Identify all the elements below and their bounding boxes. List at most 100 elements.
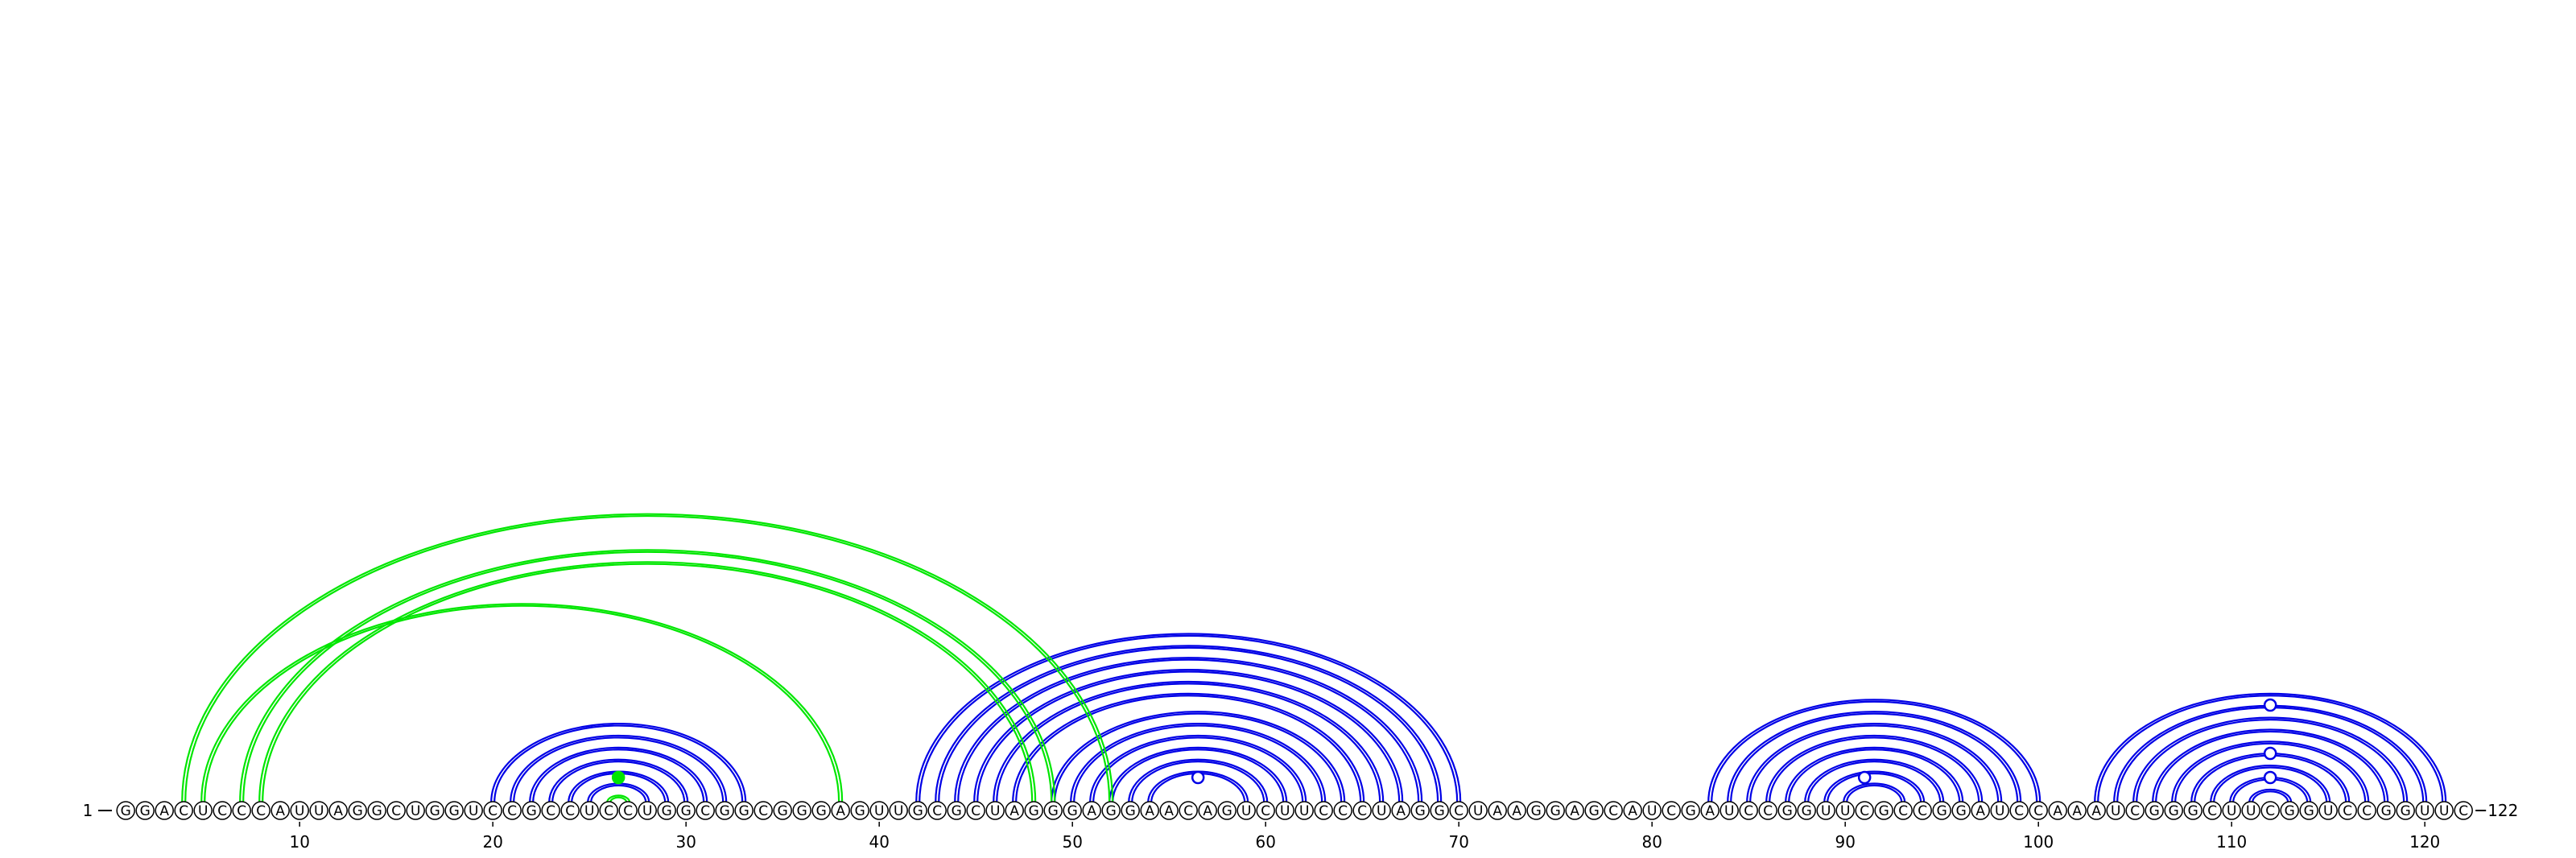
nucleotide-circle [811, 801, 831, 820]
nucleotide-circle [734, 801, 753, 820]
nucleotide-label: U [1647, 803, 1657, 819]
nucleotide-label: C [1763, 803, 1773, 819]
nucleotide-label: U [1995, 803, 2004, 819]
nucleotide: G [676, 801, 696, 820]
axis-tick-label: 50 [1062, 832, 1082, 852]
nucleotide-circle [1236, 801, 1256, 820]
nucleotide-label: C [1608, 803, 1618, 819]
helix-42-70-arc [973, 669, 1404, 803]
nucleotide-label: G [1029, 803, 1039, 819]
nucleotide: U [1816, 801, 1835, 820]
nucleotide: C [483, 801, 502, 820]
nucleotide-circle [386, 801, 406, 820]
pseudoknot-green-arc [239, 549, 1056, 803]
nucleotide-label: U [874, 803, 884, 819]
nucleotide: U [638, 801, 657, 820]
nucleotide: U [580, 801, 599, 820]
nucleotide-circle [425, 801, 444, 820]
helix-20-33-arc [548, 758, 689, 803]
axis-tick-label: 120 [2409, 832, 2440, 852]
helix-83-100-arc [1730, 712, 2019, 803]
nucleotide-label: G [681, 803, 691, 819]
nucleotide-circle [1507, 801, 1526, 820]
nucleotide-circle [1526, 801, 1546, 820]
nucleotide-label: G [1222, 803, 1232, 819]
nucleotide-circle [483, 801, 502, 820]
nucleotide-circle [1352, 801, 1372, 820]
nucleotide: A [1159, 801, 1179, 820]
nucleotide-label: G [1048, 803, 1059, 819]
nucleotide: U [309, 801, 328, 820]
nucleotide: A [1971, 801, 1990, 820]
nucleotide-circle [1565, 801, 1584, 820]
nucleotide-label: U [1724, 803, 1734, 819]
nucleotide-circle [2454, 801, 2473, 820]
nucleotide: G [425, 801, 444, 820]
helix-83-100-arc [1749, 724, 2000, 803]
position-axis: 10 20 30 40 50 60 70 80 90 100 110 120 [289, 822, 2440, 852]
nucleotide-label: G [121, 803, 131, 819]
helix-42-70-arc [935, 645, 1443, 803]
pseudoknot-green-arc [200, 603, 844, 803]
nucleotide: G [2299, 801, 2318, 820]
junction-marker [2263, 746, 2277, 761]
junction-marker [2263, 770, 2277, 785]
nucleotide-circle [1990, 801, 2009, 820]
helix-83-100-arc [1727, 711, 2022, 803]
arc-layer [181, 513, 2447, 803]
nucleotide-circle [1719, 801, 1739, 820]
nucleotide: G [2145, 801, 2164, 820]
nucleotide-label: U [469, 803, 478, 819]
nucleotide-label: G [1067, 803, 1078, 819]
nucleotide-label: A [836, 803, 845, 819]
nucleotide-label: A [1396, 803, 1406, 819]
nucleotide-label: A [159, 803, 169, 819]
nucleotide: G [2376, 801, 2396, 820]
nucleotide: G [1797, 801, 1816, 820]
helix-83-100-arc [1823, 770, 1926, 803]
nucleotide-circle [1874, 801, 1893, 820]
helix-83-100-arc [1807, 761, 1942, 803]
nucleotide: A [1082, 801, 1101, 820]
nucleotide-label: G [1435, 803, 1445, 819]
nucleotide: G [1777, 801, 1797, 820]
nucleotide-label: A [1492, 803, 1502, 819]
nucleotide: A [1140, 801, 1159, 820]
nucleotide-circle [1758, 801, 1777, 820]
nucleotide-circle [406, 801, 425, 820]
helix-20-33-arc [590, 784, 647, 803]
nucleotide: G [850, 801, 869, 820]
nucleotide: G [908, 801, 927, 820]
helix-103-121-arc [2132, 716, 2409, 803]
nucleotide-circle [715, 801, 734, 820]
nucleotide-circle [213, 801, 232, 820]
nucleotide: C [1893, 801, 1913, 820]
nucleotide-label: G [855, 803, 865, 819]
nucleotide-circle [2376, 801, 2396, 820]
nucleotide-label: C [2362, 803, 2372, 819]
nucleotide-label: G [1937, 803, 1947, 819]
nucleotide-circle [2164, 801, 2183, 820]
nucleotide-circle [638, 801, 657, 820]
nucleotide-label: G [430, 803, 440, 819]
nucleotide: G [1024, 801, 1043, 820]
helix-103-121-arc [2171, 740, 2370, 803]
nucleotide: G [1584, 801, 1604, 820]
helix-103-121-arc [2097, 695, 2444, 803]
nucleotide-circle [2145, 801, 2164, 820]
nucleotide-circle [1951, 801, 1971, 820]
nucleotide-label: G [1802, 803, 1812, 819]
nucleotide-circle [309, 801, 328, 820]
nucleotide: C [1662, 801, 1681, 820]
nucleotide: U [2318, 801, 2338, 820]
nucleotide: C [966, 801, 985, 820]
nucleotide: C [1256, 801, 1275, 820]
nucleotide: G [367, 801, 386, 820]
helix-20-33-arc [513, 736, 724, 803]
nucleotide-circle [522, 801, 541, 820]
pseudoknot-green-arc [181, 513, 1114, 803]
nucleotide-circle [1005, 801, 1024, 820]
nucleotide-circle [1217, 801, 1236, 820]
nucleotide-label: U [314, 803, 324, 819]
